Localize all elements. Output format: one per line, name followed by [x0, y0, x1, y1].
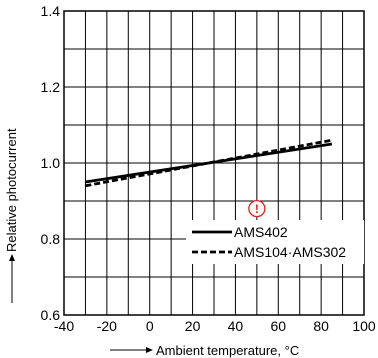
x-tick-label: -20 — [97, 318, 117, 334]
y-axis-label: Relative photocurrent — [4, 128, 19, 252]
y-tick-labels: 0.6 0.8 1.0 1.2 1.4 — [41, 3, 61, 323]
plot-frame — [63, 10, 365, 316]
x-tick-label: -40 — [54, 318, 74, 334]
y-tick-label: 1.2 — [41, 79, 61, 95]
warning-exclamation: ! — [255, 202, 259, 216]
y-tick-label: 1.0 — [41, 155, 61, 171]
series-lines — [85, 138, 333, 188]
legend-label-ams104-ams302: AMS104·AMS302 — [234, 244, 346, 260]
x-tick-label: 20 — [185, 318, 201, 334]
legend-label-ams402: AMS402 — [234, 224, 288, 240]
x-axis-arrowhead — [146, 347, 153, 353]
series-line-ams104-ams302 — [85, 138, 333, 188]
y-tick-label: 1.4 — [41, 3, 61, 19]
x-axis-label: Ambient temperature, °C — [156, 343, 299, 358]
legend: AMS402 AMS104·AMS302 — [186, 220, 364, 264]
x-tick-label: 0 — [146, 318, 154, 334]
y-axis-arrowhead — [9, 254, 15, 261]
y-axis-label-group: Relative photocurrent — [4, 128, 19, 303]
y-tick-label: 0.8 — [41, 231, 61, 247]
y-tick-label: 0.6 — [41, 307, 61, 323]
legend-background — [186, 220, 364, 264]
x-tick-label: 60 — [270, 318, 286, 334]
x-tick-label: 40 — [228, 318, 244, 334]
x-tick-labels: -40 -20 0 20 40 60 80 100 — [54, 318, 376, 334]
x-tick-label: 80 — [313, 318, 329, 334]
warning-icon — [248, 199, 266, 218]
warning-marker: ! — [248, 199, 266, 218]
series-line-ams402 — [85, 142, 333, 184]
x-tick-label: 100 — [352, 318, 376, 334]
x-axis-label-group: Ambient temperature, °C — [110, 343, 299, 358]
